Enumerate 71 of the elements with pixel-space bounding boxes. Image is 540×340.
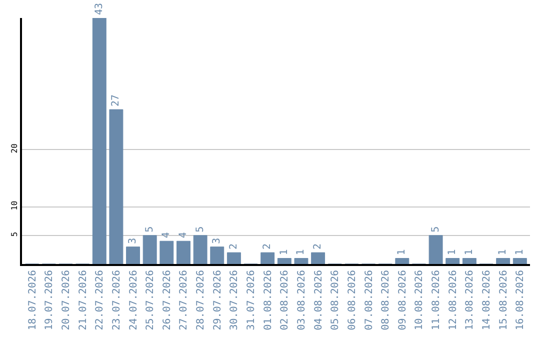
bar <box>496 258 510 264</box>
y-tick-label: 5 <box>10 232 19 237</box>
x-tick-label: 16.08.2026 <box>515 270 526 330</box>
data-label: 4 <box>178 232 189 238</box>
bar <box>462 258 476 264</box>
bar <box>126 246 140 264</box>
bar <box>210 246 224 264</box>
data-label: 1 <box>447 249 458 256</box>
bar <box>193 235 208 264</box>
x-tick-label: 29.07.2026 <box>212 270 224 330</box>
x-tick-label: 04.08.2026 <box>313 270 324 330</box>
data-label: 1 <box>278 249 290 256</box>
x-tick-label: 09.08.2026 <box>397 270 408 330</box>
x-tick-label: 24.07.2026 <box>128 270 140 330</box>
bar <box>277 258 292 264</box>
x-tick-label: 21.07.2026 <box>78 270 89 330</box>
y-tick-label: 20 <box>10 143 19 154</box>
y-tick-label: 10 <box>10 200 19 210</box>
data-label: 1 <box>396 249 408 256</box>
data-label: 5 <box>194 226 206 232</box>
x-tick-label: 20.07.2026 <box>60 270 72 330</box>
bar <box>395 258 410 264</box>
x-tick-label: 12.08.2026 <box>448 270 459 330</box>
x-tick-label: 05.08.2026 <box>330 270 342 330</box>
bar <box>294 258 308 264</box>
bar <box>311 252 326 264</box>
bar <box>428 235 443 264</box>
x-tick-label: 07.08.2026 <box>364 270 375 330</box>
data-label: 2 <box>312 244 324 250</box>
data-label: 5 <box>430 226 442 232</box>
x-tick-label: 10.08.2026 <box>414 270 426 330</box>
bar <box>160 240 174 264</box>
bar <box>109 109 124 264</box>
data-label: 3 <box>128 238 139 244</box>
x-tick-label: 14.08.2026 <box>482 270 493 330</box>
bar <box>260 252 275 264</box>
data-label: 2 <box>228 244 240 250</box>
x-tick-label: 03.08.2026 <box>296 270 308 330</box>
bar <box>512 258 527 264</box>
bar <box>142 235 157 264</box>
x-tick-label: 19.07.2026 <box>44 270 56 330</box>
data-label: 1 <box>514 249 526 256</box>
bar <box>446 258 460 264</box>
data-label: 2 <box>262 244 274 250</box>
data-label: 1 <box>498 249 509 256</box>
data-label: 3 <box>212 238 223 244</box>
x-tick-label: 23.07.2026 <box>111 270 122 330</box>
x-tick-label: 11.08.2026 <box>431 270 442 330</box>
x-tick-label: 02.08.2026 <box>280 270 291 330</box>
x-tick-label: 25.07.2026 <box>145 270 156 330</box>
data-label: 5 <box>144 226 156 232</box>
data-label: 1 <box>296 249 307 256</box>
x-tick-label: 06.08.2026 <box>346 270 358 330</box>
x-tick-label: 30.07.2026 <box>229 270 240 330</box>
data-label: 43 <box>94 2 105 15</box>
x-tick-label: 01.08.2026 <box>262 270 274 330</box>
bar <box>176 240 190 264</box>
data-label: 27 <box>110 94 122 107</box>
x-tick-label: 18.07.2026 <box>27 270 38 330</box>
data-label: 1 <box>464 249 475 256</box>
x-tick-label: 22.07.2026 <box>94 270 106 330</box>
bar <box>226 252 241 264</box>
x-tick-label: 27.07.2026 <box>178 270 190 330</box>
x-tick-label: 15.08.2026 <box>498 270 510 330</box>
x-tick-label: 28.07.2026 <box>196 270 207 330</box>
x-tick-label: 26.07.2026 <box>162 270 173 330</box>
data-label: 4 <box>161 232 172 238</box>
x-tick-label: 31.07.2026 <box>246 270 258 330</box>
x-tick-label: 13.08.2026 <box>464 270 476 330</box>
x-tick-label: 08.08.2026 <box>380 270 392 330</box>
bar <box>92 18 106 264</box>
